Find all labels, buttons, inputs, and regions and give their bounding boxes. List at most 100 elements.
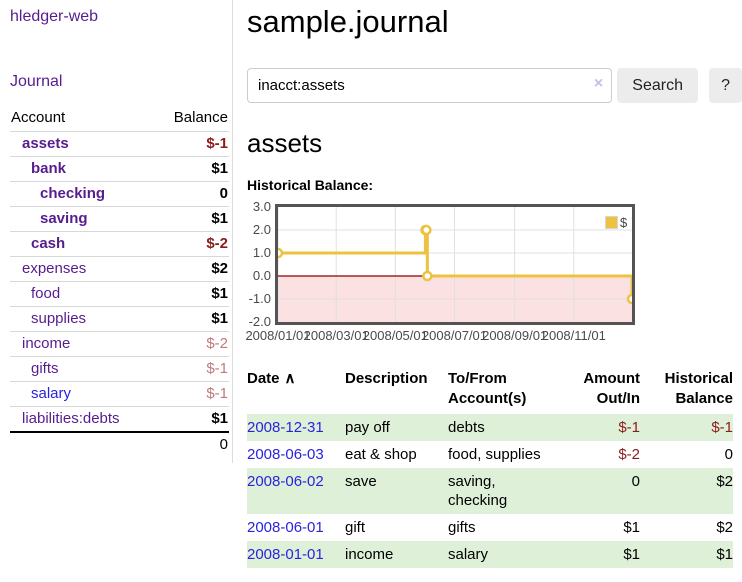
account-balance: $1 xyxy=(211,210,228,227)
x-axis-label: 2008/03/01 xyxy=(303,328,369,343)
main-content: sample.journal × Search ? assets Histori… xyxy=(245,0,742,568)
transaction-date-cell: 2008-01-01 xyxy=(247,541,345,568)
x-axis-label: 2008/09/01 xyxy=(482,328,548,343)
sidebar-item-journal[interactable]: Journal xyxy=(10,73,63,90)
transaction-date-link[interactable]: 2008-06-02 xyxy=(247,473,324,490)
account-row: supplies $1 xyxy=(10,306,229,332)
y-axis-label: 2.0 xyxy=(252,222,271,237)
account-name-cell: checking xyxy=(10,182,155,207)
transaction-date-link[interactable]: 2008-12-31 xyxy=(247,419,324,436)
account-name-cell: expenses xyxy=(10,257,155,282)
search-button[interactable]: Search xyxy=(617,68,699,103)
account-row: checking 0 xyxy=(10,181,229,207)
account-link[interactable]: food xyxy=(31,285,61,302)
register-column-header: Description xyxy=(345,367,448,414)
search-input-wrapper: × xyxy=(247,68,613,103)
transaction-date-cell: 2008-06-03 xyxy=(247,441,345,468)
account-name-cell: assets xyxy=(10,132,155,157)
account-link[interactable]: expenses xyxy=(22,260,87,277)
total-spacer-cell xyxy=(10,432,155,457)
register-column-header[interactable]: Date ∧ xyxy=(247,367,345,414)
transaction-date-link[interactable]: 2008-06-03 xyxy=(247,446,324,463)
account-name-cell: food xyxy=(10,282,155,307)
help-button[interactable]: ? xyxy=(709,68,742,103)
account-row: gifts $-1 xyxy=(10,356,229,382)
account-row: cash $-2 xyxy=(10,231,229,257)
transaction-description: pay off xyxy=(345,419,390,436)
transaction-description: income xyxy=(345,546,394,563)
account-balance: $-1 xyxy=(206,385,228,402)
account-link[interactable]: liabilities:debts xyxy=(22,410,120,427)
header-line1: To/From xyxy=(448,370,507,387)
transaction-amount: $1 xyxy=(623,546,640,563)
accounts-table-header-row: Account Balance xyxy=(10,106,229,132)
register-row: 2008-12-31 pay off debts $-1 $-1 xyxy=(247,414,733,441)
header-line1: Date ∧ xyxy=(247,370,296,387)
clear-search-icon[interactable]: × xyxy=(593,75,604,92)
transaction-date-cell: 2008-06-02 xyxy=(247,468,345,514)
account-row: liabilities:debts $1 xyxy=(10,406,229,433)
transaction-date-cell: 2008-12-31 xyxy=(247,414,345,441)
register-header-row: Date ∧ Description To/From Account(s) Amount O… xyxy=(247,367,733,414)
chart-title: Historical Balance: xyxy=(247,177,374,193)
transaction-accounts: salary xyxy=(448,546,489,563)
y-axis-label: -2.0 xyxy=(248,314,271,329)
account-link[interactable]: assets xyxy=(22,135,69,152)
app-brand-link[interactable]: hledger-web xyxy=(10,8,99,25)
search-input[interactable] xyxy=(247,68,613,103)
account-link[interactable]: income xyxy=(22,335,71,352)
transaction-date-link[interactable]: 2008-01-01 xyxy=(247,546,324,563)
y-axis-label: 1.0 xyxy=(252,245,271,260)
account-link[interactable]: salary xyxy=(31,385,72,402)
accounts-total-balance: 0 xyxy=(219,436,228,453)
account-name-cell: saving xyxy=(10,207,155,232)
y-axis-label: 0.0 xyxy=(252,268,271,283)
account-link[interactable]: cash xyxy=(31,235,66,252)
account-row: expenses $2 xyxy=(10,256,229,282)
y-axis-label: -1.0 xyxy=(248,291,271,306)
transaction-balance: $-1 xyxy=(711,419,733,436)
account-name-cell: gifts xyxy=(10,357,155,382)
header-line1: Amount xyxy=(583,370,640,387)
account-link[interactable]: supplies xyxy=(31,310,87,327)
account-balance: $-1 xyxy=(206,135,228,152)
transaction-amount: $1 xyxy=(623,519,640,536)
account-name-cell: income xyxy=(10,332,155,357)
register-row: 2008-06-03 eat & shop food, supplies $-2 0 xyxy=(247,441,733,468)
account-link[interactable]: bank xyxy=(31,160,67,177)
account-balance: $1 xyxy=(211,160,228,177)
account-row: food $1 xyxy=(10,281,229,307)
x-axis-label: 2008/07/01 xyxy=(421,328,488,343)
transaction-description: save xyxy=(345,473,377,490)
historical-balance-chart: 3.0 2.0 1.0 0.0 -1.0 -2.0 2008/01/01 2008/03/01… xyxy=(245,199,742,349)
header-line2: Out/In xyxy=(596,390,640,407)
transaction-date-link[interactable]: 2008-06-01 xyxy=(247,519,324,536)
transaction-description: gift xyxy=(345,519,366,536)
register-column-header: To/From Account(s) xyxy=(448,367,565,414)
register-row: 2008-01-01 income salary $1 $1 xyxy=(247,541,733,568)
transaction-amount: $-2 xyxy=(618,446,640,463)
legend-label: $ xyxy=(620,215,628,230)
account-name-cell: bank xyxy=(10,157,155,182)
x-axis-label: 2008/11/01 xyxy=(541,328,606,343)
transaction-accounts: debts xyxy=(448,419,485,436)
account-row: bank $1 xyxy=(10,156,229,182)
account-row: saving $1 xyxy=(10,206,229,232)
sort-asc-icon[interactable]: ∧ xyxy=(284,370,296,387)
account-link[interactable]: gifts xyxy=(31,360,59,377)
header-line2: Account(s) xyxy=(448,390,527,407)
chart-legend: $ xyxy=(605,215,627,230)
register-table: Date ∧ Description To/From Account(s) Amount O… xyxy=(247,367,733,568)
transaction-amount: $-1 xyxy=(618,419,640,436)
account-balance: 0 xyxy=(219,185,228,202)
account-name-cell: salary xyxy=(10,382,155,407)
account-link[interactable]: checking xyxy=(40,185,106,202)
account-balance: $1 xyxy=(211,310,228,327)
account-row: income $-2 xyxy=(10,331,229,357)
account-balance: $1 xyxy=(211,410,228,427)
account-link[interactable]: saving xyxy=(40,210,88,227)
account-balance: $-2 xyxy=(206,335,228,352)
transaction-accounts: saving, checking xyxy=(448,473,508,509)
account-column-header: Account xyxy=(11,109,66,126)
register-row: 2008-06-02 save saving, checking 0 $2 xyxy=(247,468,733,514)
